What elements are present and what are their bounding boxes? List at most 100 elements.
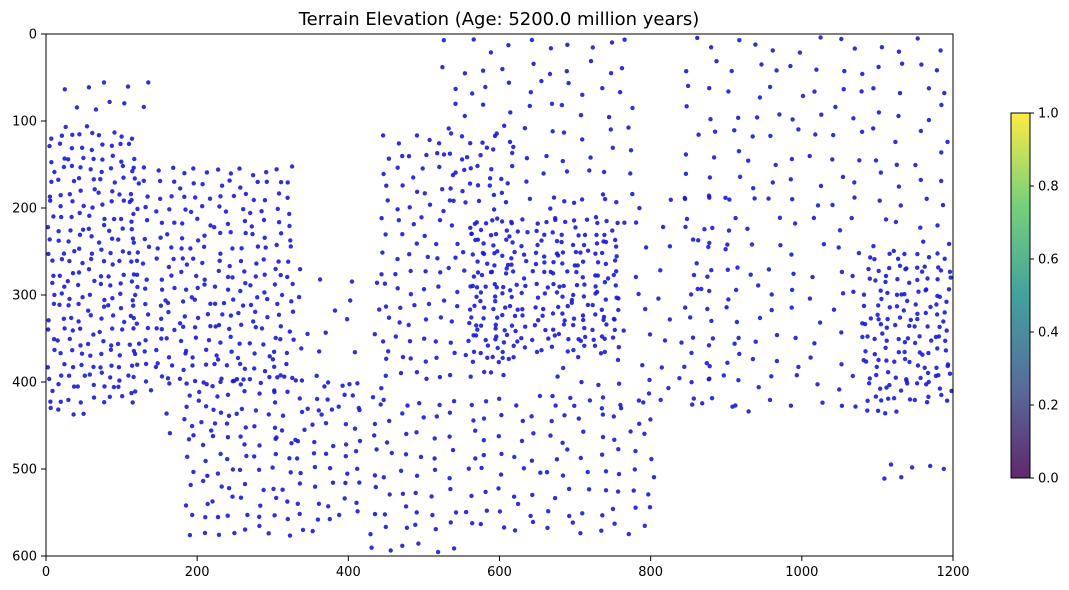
scatter-point [414, 133, 420, 138]
scatter-point [707, 240, 712, 246]
scatter-point [922, 264, 927, 269]
scatter-point [70, 271, 76, 276]
scatter-point [80, 227, 86, 232]
scatter-point [129, 197, 134, 203]
scatter-point [561, 130, 567, 135]
scatter-point [217, 258, 222, 263]
scatter-point [131, 315, 136, 321]
scatter-point [602, 196, 608, 202]
scatter-point [67, 258, 72, 264]
scatter-point [598, 351, 604, 356]
scatter-point [271, 486, 276, 492]
scatter-point [520, 307, 525, 312]
scatter-point [944, 328, 949, 333]
scatter-point [185, 454, 190, 459]
scatter-point [757, 315, 763, 321]
scatter-point [572, 403, 577, 408]
scatter-point [448, 486, 453, 492]
scatter-point [608, 127, 613, 132]
scatter-point [242, 442, 247, 447]
scatter-point [446, 126, 451, 131]
scatter-point [527, 103, 532, 109]
scatter-point [78, 165, 83, 170]
scatter-point [58, 193, 63, 198]
scatter-point [614, 269, 619, 274]
scatter-point [169, 194, 174, 199]
scatter-point [578, 455, 583, 461]
scatter-point [583, 334, 588, 340]
scatter-point [560, 311, 565, 316]
scatter-point [373, 484, 378, 490]
scatter-point [243, 425, 248, 430]
scatter-point [871, 126, 876, 131]
scatter-point [50, 388, 55, 394]
scatter-point [606, 114, 612, 120]
scatter-point [467, 181, 473, 186]
scatter-point [831, 132, 836, 138]
scatter-point [253, 309, 258, 314]
scatter-point [270, 357, 276, 362]
scatter-point [473, 456, 478, 461]
scatter-point [493, 322, 498, 327]
scatter-point [119, 159, 124, 164]
scatter-point [102, 384, 107, 389]
scatter-point [100, 202, 105, 207]
colorbar-gradient [1011, 113, 1030, 478]
scatter-point [88, 167, 93, 172]
scatter-point [141, 104, 146, 110]
scatter-point [52, 292, 57, 298]
scatter-point [894, 292, 900, 297]
scatter-point [65, 279, 71, 284]
scatter-point [498, 472, 504, 477]
scatter-point [372, 511, 378, 517]
scatter-point [56, 238, 61, 243]
scatter-point [523, 283, 528, 289]
scatter-point [632, 467, 637, 472]
scatter-point [370, 395, 376, 400]
scatter-point [873, 158, 879, 163]
scatter-point [109, 143, 115, 148]
scatter-point [873, 278, 878, 283]
scatter-point [887, 382, 892, 388]
scatter-point [79, 351, 85, 356]
scatter-point [227, 263, 232, 269]
scatter-point [79, 362, 84, 368]
scatter-point [257, 443, 262, 448]
scatter-point [228, 230, 233, 235]
scatter-point [290, 309, 296, 314]
scatter-point [378, 402, 383, 407]
scatter-point [285, 195, 290, 200]
scatter-point [937, 324, 942, 330]
scatter-point [896, 113, 901, 119]
scatter-point [659, 365, 664, 370]
scatter-point [884, 385, 889, 390]
scatter-point [520, 217, 525, 222]
scatter-point [893, 322, 898, 328]
scatter-point [876, 268, 881, 274]
scatter-point [500, 291, 505, 296]
scatter-point [707, 288, 712, 294]
scatter-point [109, 236, 115, 241]
scatter-point [200, 204, 205, 209]
scatter-point [202, 277, 207, 282]
scatter-point [344, 317, 350, 322]
scatter-point [487, 176, 493, 181]
scatter-point [440, 65, 445, 70]
scatter-point [714, 59, 719, 64]
scatter-point [947, 371, 953, 376]
scatter-point [395, 165, 400, 170]
scatter-point [235, 355, 241, 361]
scatter-point [935, 251, 940, 256]
colorbar-tick-label: 0.0 [1038, 472, 1059, 487]
scatter-point [542, 232, 547, 237]
scatter-point [134, 272, 140, 277]
colorbar: 0.00.20.40.60.81.0 [1010, 107, 1059, 487]
scatter-point [130, 236, 136, 241]
scatter-point [297, 511, 302, 517]
scatter-point [297, 267, 303, 272]
scatter-point [216, 268, 221, 274]
scatter-point [580, 137, 585, 142]
scatter-point [481, 251, 487, 257]
scatter-point [531, 61, 536, 66]
scatter-point [602, 232, 607, 238]
